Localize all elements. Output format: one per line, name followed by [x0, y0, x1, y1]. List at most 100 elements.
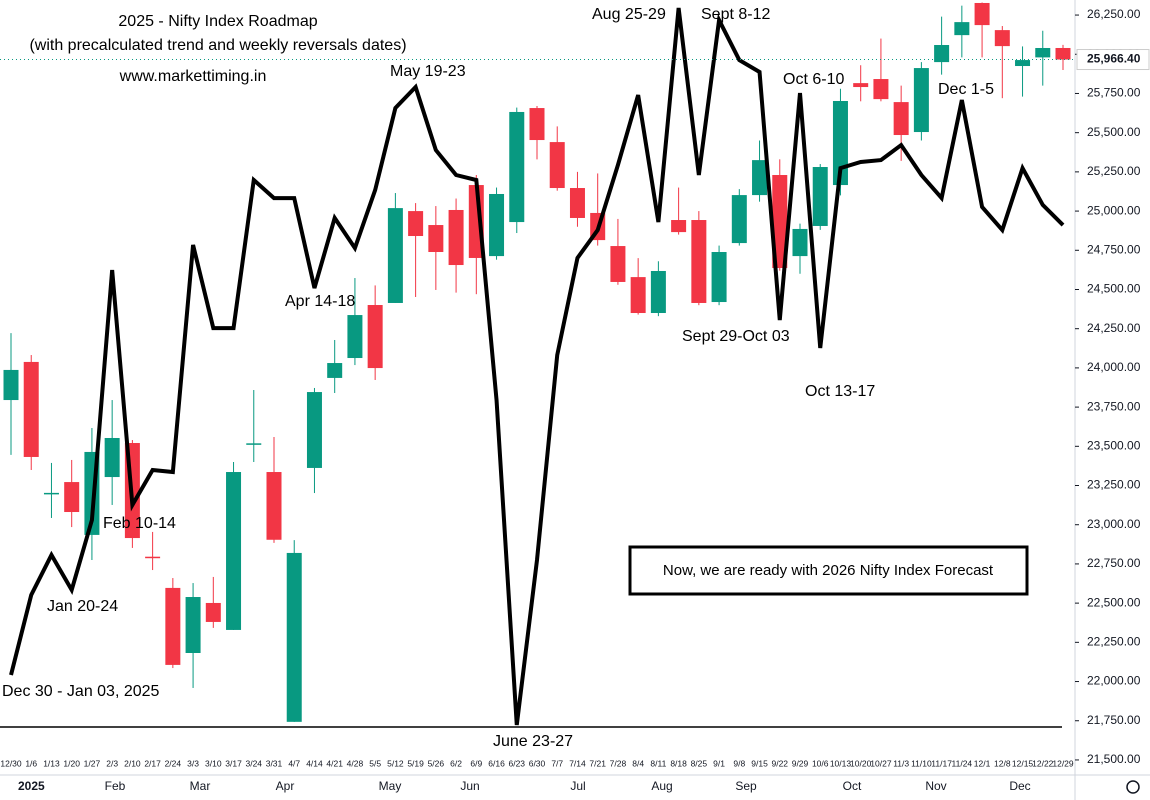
y-tick-label: 23,750.00 — [1087, 399, 1141, 413]
x-tick-label: 5/12 — [387, 758, 404, 768]
x-major-label: Jun — [460, 779, 479, 793]
x-tick-label: 10/20 — [850, 758, 872, 768]
y-tick-label: 22,250.00 — [1087, 635, 1141, 649]
x-tick-label: 6/30 — [529, 758, 546, 768]
x-tick-label: 3/10 — [205, 758, 222, 768]
y-tick-label: 24,750.00 — [1087, 242, 1141, 256]
candle-body — [711, 252, 727, 303]
callout-box — [628, 545, 1029, 596]
x-tick-label: 9/15 — [751, 758, 768, 768]
annotation: Jan 20-24 — [47, 598, 118, 615]
candle-body — [145, 556, 161, 559]
x-tick-label: 10/13 — [830, 758, 852, 768]
x-tick-label: 4/14 — [306, 758, 323, 768]
x-tick-label: 9/8 — [733, 758, 745, 768]
x-major-label: Jul — [570, 779, 585, 793]
annotation: Apr 14-18 — [285, 293, 355, 310]
last-price-label: 25,966.40 — [1087, 52, 1141, 66]
x-tick-label: 8/4 — [632, 758, 644, 768]
candle-body — [286, 552, 302, 722]
x-tick-label: 6/9 — [470, 758, 482, 768]
candle-body — [671, 220, 687, 233]
settings-icon[interactable] — [1126, 780, 1140, 794]
marks — [0, 2, 1075, 726]
candle-body — [306, 392, 322, 468]
candle-body — [165, 587, 181, 665]
candle-body — [549, 142, 565, 189]
candle-body — [64, 482, 80, 513]
candle-body — [266, 472, 282, 540]
candle-body — [974, 2, 990, 26]
annotations: Dec 30 - Jan 03, 2025 Jan 20-24 Feb 10-1… — [2, 6, 1029, 750]
y-tick-label: 22,750.00 — [1087, 556, 1141, 570]
x-tick-label: 10/6 — [812, 758, 829, 768]
y-tick-label: 23,500.00 — [1087, 438, 1141, 452]
x-tick-label: 12/8 — [994, 758, 1011, 768]
annotation: Aug 25-29 — [592, 6, 666, 23]
y-tick-label: 24,000.00 — [1087, 360, 1141, 374]
x-tick-label: 8/18 — [670, 758, 687, 768]
annotation: Dec 30 - Jan 03, 2025 — [2, 683, 160, 700]
x-tick-label: 3/31 — [266, 758, 283, 768]
x-major-label: Mar — [190, 779, 211, 793]
y-tick-label: 26,250.00 — [1087, 7, 1141, 21]
y-tick-label: 22,000.00 — [1087, 674, 1141, 688]
candle-body — [752, 160, 768, 196]
candle-body — [104, 437, 120, 478]
candle-body — [489, 193, 505, 257]
x-tick-label: 4/7 — [288, 758, 300, 768]
candle-body — [954, 22, 970, 36]
candle-body — [913, 68, 929, 133]
candle-body — [408, 211, 424, 237]
candle-body — [387, 208, 403, 303]
x-tick-label: 7/14 — [569, 758, 586, 768]
candle-body — [792, 228, 808, 257]
x-tick-label: 5/19 — [407, 758, 424, 768]
y-tick-label: 21,750.00 — [1087, 713, 1141, 727]
annotation: Feb 10-14 — [103, 515, 176, 532]
x-tick-label: 1/27 — [84, 758, 101, 768]
candle-body — [691, 220, 707, 303]
candle-body — [43, 492, 59, 495]
y-tick-label: 24,250.00 — [1087, 321, 1141, 335]
y-tick-label: 23,250.00 — [1087, 478, 1141, 492]
x-tick-label: 4/21 — [326, 758, 343, 768]
y-tick-label: 23,000.00 — [1087, 517, 1141, 531]
x-tick-label: 1/13 — [43, 758, 60, 768]
x-tick-label: 12/1 — [974, 758, 991, 768]
candle-body — [994, 30, 1010, 47]
x-major-label: May — [379, 779, 402, 793]
x-tick-label: 5/26 — [428, 758, 445, 768]
chart-title: 2025 - Nifty Index Roadmap — [118, 13, 317, 30]
annotation: Dec 1-5 — [938, 81, 994, 98]
x-tick-label: 6/2 — [450, 758, 462, 768]
candle-body — [205, 602, 221, 622]
x-tick-label: 9/22 — [771, 758, 788, 768]
candle-body — [509, 111, 525, 223]
roadmap-line — [9, 7, 1065, 726]
x-tick-label: 8/25 — [691, 758, 708, 768]
annotation: June 23-27 — [493, 733, 573, 750]
x-tick-label: 6/23 — [508, 758, 525, 768]
x-tick-label: 1/6 — [25, 758, 37, 768]
source: www.markettiming.in — [119, 68, 267, 85]
x-tick-label: 3/3 — [187, 758, 199, 768]
candle-body — [246, 443, 262, 445]
x-major-label: Aug — [651, 779, 672, 793]
candle-body — [529, 108, 545, 141]
candle-body — [569, 188, 585, 218]
candle-body — [812, 167, 828, 226]
candle-body — [650, 270, 666, 314]
x-tick-label: 11/10 — [911, 758, 932, 768]
annotation: May 19-23 — [390, 63, 466, 80]
candle-body — [347, 315, 363, 359]
x-major-label: Apr — [276, 779, 295, 793]
x-tick-label: 11/24 — [952, 758, 973, 768]
x-tick-label: 12/29 — [1052, 758, 1074, 768]
x-tick-label: 6/16 — [488, 758, 505, 768]
candle-body — [731, 195, 747, 244]
x-tick-label: 12/15 — [1012, 758, 1034, 768]
candle-body — [873, 79, 889, 100]
